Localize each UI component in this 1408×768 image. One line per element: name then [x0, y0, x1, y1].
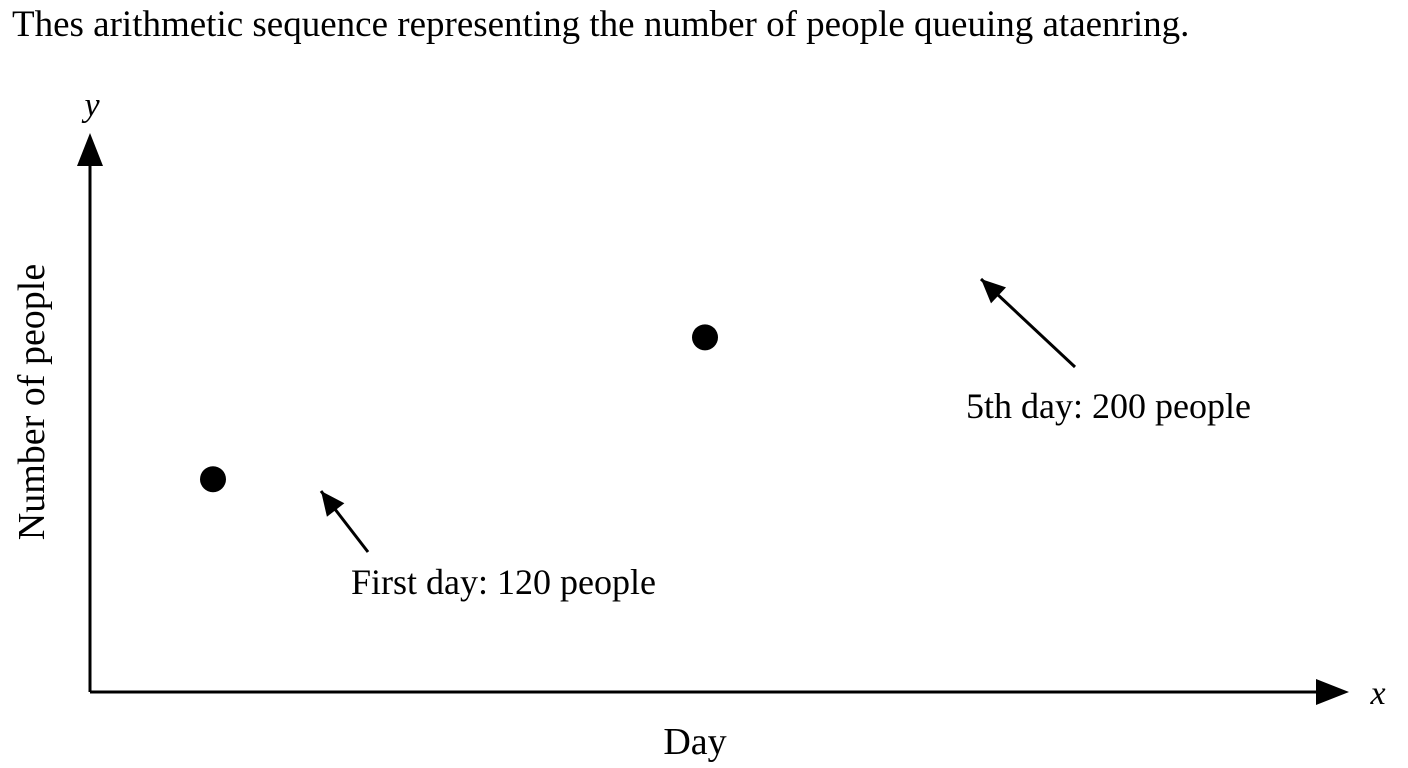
y-axis-arrow-icon: [77, 133, 103, 166]
y-axis-label: Number of people: [11, 264, 53, 540]
x-axis-label: Day: [663, 721, 726, 763]
x-axis-arrow-icon: [1316, 679, 1349, 705]
annotation-arrowhead-icon: [321, 491, 345, 517]
data-point-2: [692, 324, 718, 351]
chart-title: Thes arithmetic sequence representing th…: [12, 4, 1189, 45]
data-point-label-1: First day: 120 people: [351, 562, 656, 602]
data-point-label-2: 5th day: 200 people: [966, 386, 1251, 426]
data-point-1: [200, 466, 226, 493]
annotation-arrowhead-icon: [981, 279, 1007, 304]
x-axis-symbol: x: [1369, 675, 1385, 712]
data-points: First day: 120 people 5th day: 200 people: [200, 277, 1251, 602]
y-axis-symbol: y: [81, 87, 100, 124]
